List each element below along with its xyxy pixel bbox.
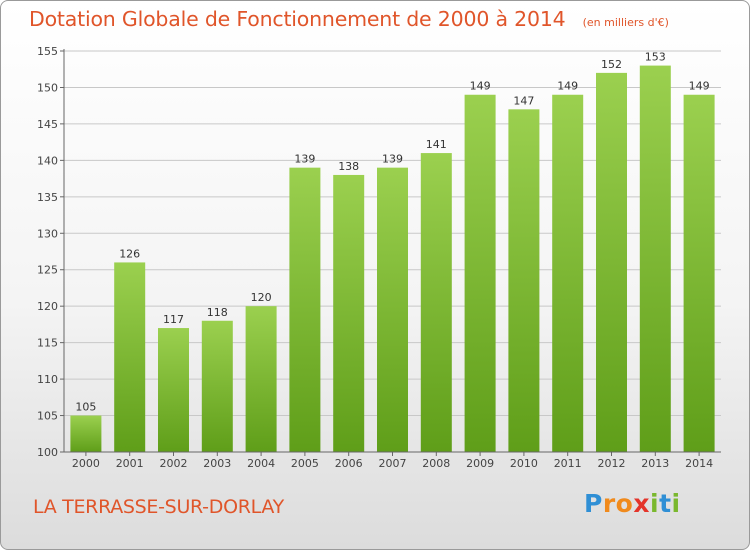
bar-value-label: 152 — [601, 58, 622, 71]
logo-letter: r — [602, 489, 616, 518]
bar — [70, 415, 102, 452]
y-tick-label: 150 — [37, 81, 58, 94]
bar-value-label: 153 — [645, 51, 666, 64]
x-tick-label: 2001 — [116, 457, 144, 470]
bar-value-label: 126 — [119, 247, 140, 260]
bar-value-label: 141 — [426, 138, 447, 151]
x-tick-label: 2014 — [685, 457, 713, 470]
bar — [114, 262, 146, 452]
bar — [552, 94, 584, 452]
logo-letter: o — [615, 489, 634, 518]
logo-letter: i — [650, 489, 660, 518]
x-tick-label: 2002 — [160, 457, 188, 470]
bar — [464, 94, 496, 452]
y-tick-label: 125 — [37, 264, 58, 277]
bar-value-label: 117 — [163, 313, 184, 326]
bar-value-label: 118 — [207, 306, 228, 319]
x-tick-label: 2006 — [335, 457, 363, 470]
y-tick-label: 155 — [37, 45, 58, 58]
bar-value-label: 138 — [338, 160, 359, 173]
x-tick-label: 2000 — [72, 457, 100, 470]
y-tick-label: 100 — [37, 446, 58, 459]
y-tick-label: 145 — [37, 118, 58, 131]
logo-letter: t — [659, 489, 672, 518]
proxiti-logo: Proxiti — [584, 489, 681, 518]
y-tick-label: 135 — [37, 191, 58, 204]
x-tick-label: 2009 — [466, 457, 494, 470]
x-tick-label: 2013 — [641, 457, 669, 470]
bar — [683, 94, 715, 452]
bar — [158, 328, 189, 452]
bar-value-label: 149 — [689, 80, 710, 93]
x-tick-label: 2005 — [291, 457, 319, 470]
bar — [201, 320, 233, 452]
x-tick-label: 2003 — [203, 457, 231, 470]
logo-letter: x — [633, 489, 650, 518]
y-tick-label: 110 — [37, 373, 58, 386]
bar — [639, 65, 671, 452]
x-tick-label: 2008 — [422, 457, 450, 470]
bar-value-label: 120 — [251, 291, 272, 304]
x-tick-label: 2004 — [247, 457, 275, 470]
x-tick-label: 2010 — [510, 457, 538, 470]
bar — [420, 153, 452, 452]
y-tick-label: 115 — [37, 337, 58, 350]
bar — [333, 174, 365, 453]
x-tick-label: 2007 — [379, 457, 407, 470]
bar — [596, 72, 627, 452]
y-tick-label: 130 — [37, 227, 58, 240]
logo-letter: i — [671, 489, 681, 518]
bar — [289, 167, 321, 452]
y-tick-label: 140 — [37, 154, 58, 167]
x-tick-label: 2012 — [598, 457, 626, 470]
bar — [245, 306, 277, 452]
bar — [508, 109, 540, 452]
chart-title: Dotation Globale de Fonctionnement de 20… — [29, 7, 566, 31]
bar-value-label: 105 — [75, 401, 96, 414]
unit-note: (en milliers d'€) — [582, 16, 669, 29]
bar — [377, 167, 408, 452]
bar-value-label: 139 — [382, 153, 403, 166]
x-tick-label: 2011 — [554, 457, 582, 470]
title-row: Dotation Globale de Fonctionnement de 20… — [29, 7, 669, 31]
logo-letter: P — [584, 489, 603, 518]
bar-value-label: 149 — [470, 80, 491, 93]
commune-name: LA TERRASSE-SUR-DORLAY — [33, 496, 284, 518]
y-tick-label: 105 — [37, 410, 58, 423]
y-tick-label: 120 — [37, 300, 58, 313]
bar-value-label: 139 — [294, 153, 315, 166]
bar-value-label: 149 — [557, 80, 578, 93]
bar-value-label: 147 — [513, 94, 534, 107]
